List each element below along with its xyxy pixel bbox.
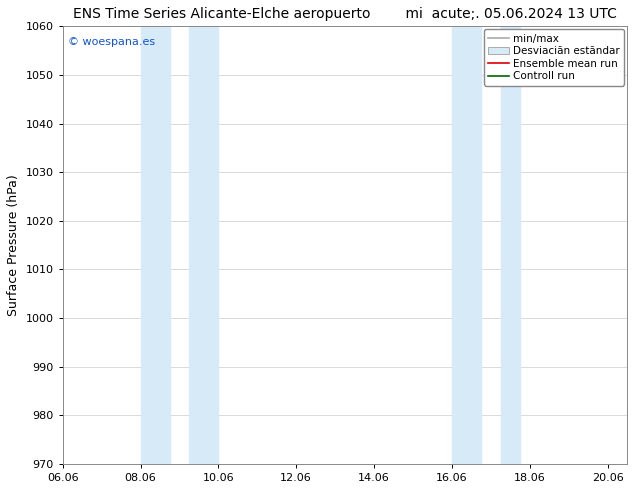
Bar bbox=[452, 26, 481, 464]
Text: © woespana.es: © woespana.es bbox=[68, 37, 155, 47]
Bar bbox=[501, 26, 520, 464]
Bar bbox=[189, 26, 218, 464]
Legend: min/max, Desviaciãn estãndar, Ensemble mean run, Controll run: min/max, Desviaciãn estãndar, Ensemble m… bbox=[484, 29, 624, 86]
Title: ENS Time Series Alicante-Elche aeropuerto        mi  acute;. 05.06.2024 13 UTC: ENS Time Series Alicante-Elche aeropuert… bbox=[73, 7, 617, 21]
Y-axis label: Surface Pressure (hPa): Surface Pressure (hPa) bbox=[7, 174, 20, 316]
Bar bbox=[141, 26, 170, 464]
